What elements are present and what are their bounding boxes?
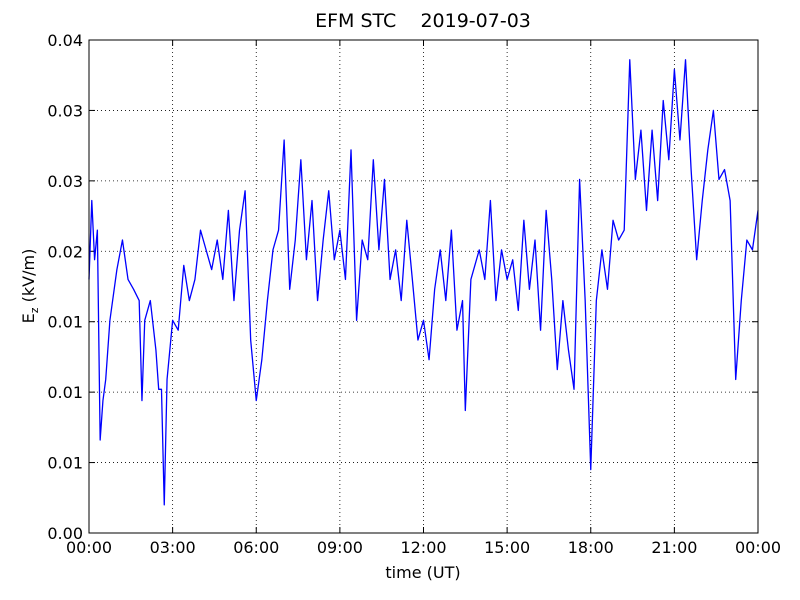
- y-tick-label: 0.03: [47, 101, 83, 120]
- x-tick-label: 15:00: [484, 538, 530, 557]
- x-tick-label: 12:00: [400, 538, 446, 557]
- y-tick-label: 0.03: [47, 172, 83, 191]
- y-tick-label: 0.00: [47, 524, 83, 543]
- y-tick-label: 0.02: [47, 242, 83, 261]
- y-label-base: E: [19, 313, 38, 323]
- x-tick-label: 18:00: [568, 538, 614, 557]
- y-tick-label: 0.01: [47, 313, 83, 332]
- y-label-unit: (kV/m): [19, 249, 38, 308]
- data-line: [88, 59, 759, 506]
- x-tick-label: 21:00: [651, 538, 697, 557]
- x-tick-label: 03:00: [150, 538, 196, 557]
- x-tick-label: 09:00: [317, 538, 363, 557]
- x-axis-label: time (UT): [385, 563, 460, 582]
- y-axis-label: Ez (kV/m): [19, 249, 41, 324]
- chart-title: EFM STC 2019-07-03: [315, 10, 531, 32]
- y-label-sub: z: [28, 307, 41, 313]
- x-tick-label: 00:00: [66, 538, 112, 557]
- y-tick-label: 0.04: [47, 31, 83, 50]
- y-tick-label: 0.01: [47, 383, 83, 402]
- x-tick-label: 06:00: [233, 538, 279, 557]
- plot-frame: [88, 39, 759, 534]
- x-tick-label: 00:00: [735, 538, 781, 557]
- y-tick-label: 0.01: [47, 454, 83, 473]
